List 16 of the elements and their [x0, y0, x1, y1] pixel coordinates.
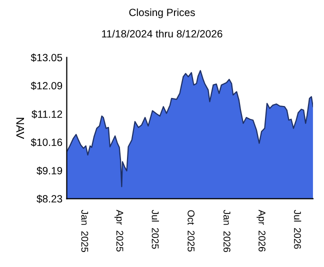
x-tick-label: Oct 2025	[188, 210, 195, 252]
chart-subtitle: 11/18/2024 thru 8/12/2026	[102, 30, 222, 38]
y-tick-label: $11.12	[32, 110, 62, 118]
x-tick-label: Apr 2025	[114, 210, 124, 252]
y-tick-label: $9.19	[36, 166, 62, 176]
x-tick-label: Apr 2026	[256, 210, 266, 252]
x-tick-label: Jan 2026	[223, 210, 230, 252]
y-tick-label: $10.16	[30, 138, 62, 147]
x-tick-label: Jul 2025	[152, 210, 159, 249]
y-tick-label: $13.05	[30, 53, 62, 62]
chart-title: Closing Prices	[129, 8, 195, 18]
y-axis-title: NAV	[16, 118, 24, 139]
x-tick-label: Jul 2026	[294, 210, 302, 249]
y-tick-label: $12.09	[30, 82, 62, 90]
x-tick-label: Jan 2025	[81, 210, 88, 252]
y-tick-label: $8.23	[36, 194, 62, 204]
